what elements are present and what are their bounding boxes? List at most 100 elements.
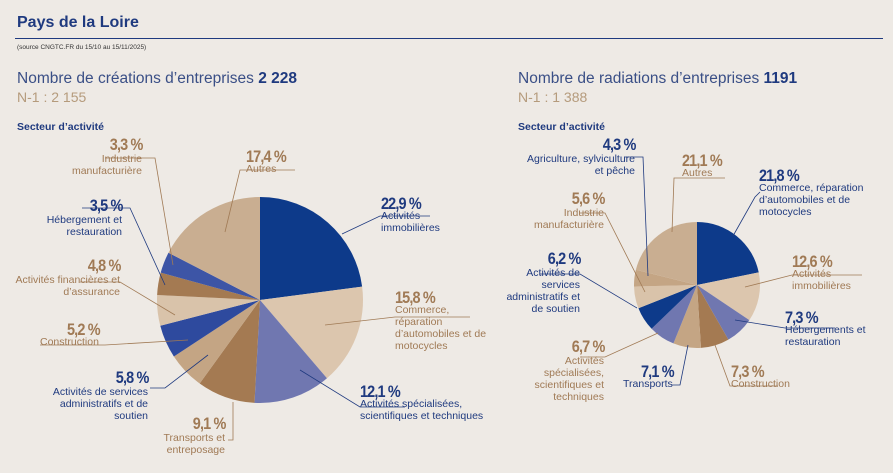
pie-slice	[635, 222, 697, 285]
creations-pie	[157, 197, 363, 403]
radiations-total: 1191	[763, 70, 798, 87]
slice-label: 21,8 % Commerce, réparation d’automobiles…	[759, 166, 879, 218]
slice-label: 22,9 % Activités immobilières	[381, 194, 451, 234]
pie-slice	[697, 285, 750, 340]
pie-slice	[160, 300, 260, 357]
leader-line	[224, 169, 295, 233]
pie-slice	[673, 285, 701, 348]
slice-label: 7,1 % Transports	[623, 362, 679, 390]
slice-label: 4,8 % Activités financières et d’assuranc…	[12, 256, 121, 298]
slice-value: 5,8 %	[115, 368, 149, 387]
slice-value: 4,3 %	[602, 135, 636, 154]
leader-line	[744, 274, 862, 288]
leader-line	[324, 316, 470, 326]
pie-slice	[634, 285, 697, 309]
slice-name: Construction	[731, 378, 790, 390]
slice-label: 7,3 % Construction	[731, 363, 790, 390]
slice-name: Agriculture, sylviculture et pêche	[527, 153, 635, 177]
region-title: Pays de la Loire	[17, 14, 139, 31]
pie-slice	[633, 269, 697, 287]
radiations-title: Nombre de radiations d’entreprises	[518, 70, 760, 87]
pie-slice	[157, 272, 260, 300]
slice-label: 12,1 % Activités spécialisées, scientifiq…	[360, 383, 505, 422]
slice-name: Activités immobilières	[381, 210, 440, 234]
slice-name: Activités spécialisées, scientifiques et…	[360, 398, 484, 422]
slice-value: 6,2 %	[547, 249, 581, 268]
pie-slice	[254, 300, 327, 403]
leader-line	[105, 157, 174, 266]
leader-line	[82, 207, 166, 286]
radiations-heading: Nombre de radiations d’entreprises 1191	[518, 70, 797, 88]
leader-line	[580, 212, 646, 293]
leader-line	[150, 354, 209, 389]
pie-slice	[638, 285, 697, 329]
slice-value: 21,1 %	[682, 151, 723, 170]
creations-sector-label: Secteur d’activité	[17, 121, 104, 133]
pie-slice	[157, 294, 260, 326]
pie-slice	[199, 300, 260, 403]
slice-value: 12,6 %	[792, 252, 833, 271]
slice-name: Autres	[246, 163, 277, 175]
slice-value: 9,1 %	[192, 414, 226, 433]
slice-name: Transports	[623, 378, 673, 390]
leader-line	[40, 339, 189, 346]
slice-label: 7,3 % Hébergements et restauration	[785, 308, 870, 348]
pie-slice	[260, 197, 363, 300]
slice-label: 4,3 % Agriculture, sylviculture et pêche	[520, 135, 636, 177]
leader-line	[625, 156, 649, 277]
leader-line	[540, 273, 638, 309]
pie-slice	[173, 300, 260, 384]
pie-slice	[697, 272, 760, 321]
slice-name: Commerce, réparation d’automobiles et de…	[395, 304, 487, 352]
slice-name: Construction	[40, 336, 99, 348]
slice-name: Activités de services administratifs et …	[52, 386, 148, 422]
leader-line	[341, 215, 430, 235]
source-note: (source CNGTC.FR du 15/10 au 15/11/2025)	[17, 44, 147, 51]
slice-label: 12,6 % Activités immobilières	[792, 252, 867, 292]
slice-name: Commerce, réparation d’automobiles et de…	[759, 182, 864, 218]
slice-value: 7,1 %	[641, 362, 675, 381]
slice-value: 4,8 %	[87, 256, 121, 275]
pie-slice	[697, 222, 759, 285]
radiations-pie	[633, 222, 760, 348]
slice-label: 5,2 % Construction	[40, 320, 120, 348]
pie-slice	[260, 286, 363, 379]
radiations-sector-label: Secteur d’activité	[518, 121, 605, 133]
slice-value: 3,3 %	[109, 135, 143, 154]
creations-title: Nombre de créations d’entreprises	[17, 70, 254, 87]
slice-name: Transports et entreposage	[163, 432, 225, 456]
slice-label: 6,7 % Activités spécialisées, scientifiqu…	[530, 338, 605, 403]
slice-label: 17,4 % Autres	[246, 148, 293, 175]
slice-value: 22,9 %	[381, 194, 422, 213]
slice-value: 5,6 %	[571, 189, 605, 208]
pie-slice	[697, 285, 729, 348]
slice-value: 5,2 %	[67, 320, 101, 339]
slice-name: Hébergements et restauration	[785, 324, 866, 348]
leader-line	[228, 402, 234, 441]
slice-label: 3,3 % Industrie manufacturière	[70, 135, 143, 177]
leader-line	[671, 177, 725, 233]
slice-name: Autres	[682, 167, 713, 179]
slice-name: Activités de services administratifs et …	[506, 267, 580, 315]
slice-label: 5,8 % Activités de services administratif…	[40, 368, 149, 422]
slice-value: 21,8 %	[759, 166, 800, 185]
creations-heading: Nombre de créations d’entreprises 2 228	[17, 70, 297, 88]
leader-line	[299, 369, 405, 408]
title-divider	[15, 38, 883, 39]
leader-line	[672, 344, 689, 386]
slice-value: 3,5 %	[89, 196, 123, 215]
slice-name: Activités spécialisées, scientifiques et…	[534, 355, 604, 403]
pie-slice	[160, 252, 260, 300]
slice-label: 21,1 % Autres	[682, 151, 729, 179]
slice-name: Industrie manufacturière	[533, 207, 604, 231]
creations-total: 2 228	[258, 70, 298, 87]
slice-value: 7,3 %	[785, 308, 819, 327]
slice-label: 5,6 % Industrie manufacturière	[514, 189, 605, 231]
leader-line	[734, 319, 835, 329]
slice-label: 15,8 % Commerce, réparation d’automobiles…	[395, 289, 490, 352]
leader-line	[80, 281, 176, 316]
leader-line	[732, 191, 761, 237]
slice-name: Activités immobilières	[792, 268, 851, 292]
pie-slice	[651, 285, 697, 344]
